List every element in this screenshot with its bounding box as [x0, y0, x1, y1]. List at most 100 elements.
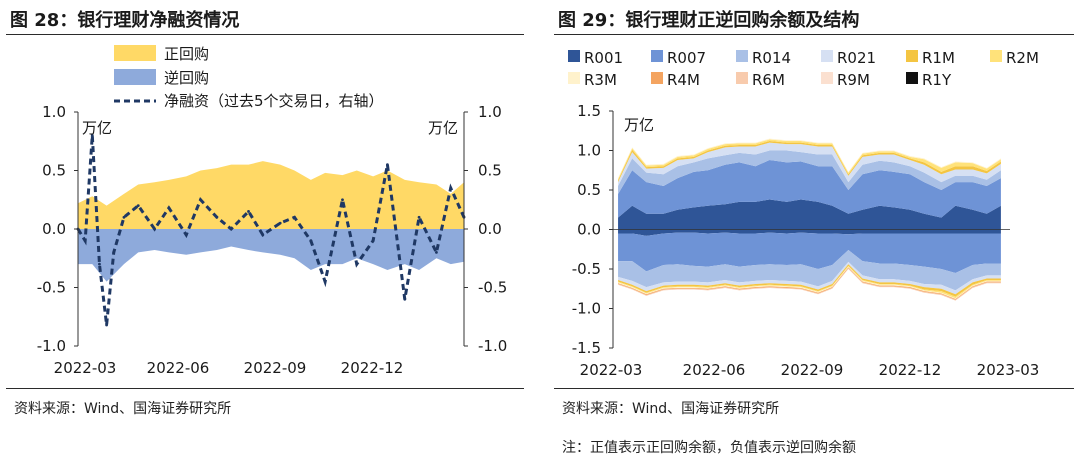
y-tick-label-right: -0.5	[478, 279, 507, 297]
legend-swatch-R014	[736, 50, 748, 62]
net-point	[355, 262, 359, 266]
net-point	[167, 206, 171, 210]
legend-swatch-R1Y	[906, 72, 918, 84]
y-tick-label-left: -0.5	[37, 279, 66, 297]
net-point	[229, 227, 233, 231]
left-source: 资料来源：Wind、国海证券研究所	[14, 401, 232, 417]
y-tick-label-right: -1.0	[478, 337, 507, 355]
net-point	[122, 215, 126, 219]
net-point	[435, 251, 438, 254]
x-tick-label: 2023-03	[977, 361, 1040, 379]
legend-swatch-R021	[821, 50, 833, 62]
net-point	[153, 227, 156, 231]
legend-label-R4M: R4M	[667, 71, 700, 89]
x-tick-label: 2022-03	[54, 359, 117, 377]
net-point	[417, 215, 421, 219]
y-tick-label-right: 0.0	[478, 220, 502, 238]
legend-swatch-R2M	[990, 50, 1002, 62]
net-point	[215, 215, 219, 219]
right-top-rule	[554, 34, 1074, 35]
y-tick-label-left: 0.5	[42, 162, 66, 180]
legend-label-R6M: R6M	[752, 71, 785, 89]
y-tick-label: -1.0	[572, 300, 601, 318]
net-point	[90, 134, 94, 137]
y-tick-label-right: 0.5	[478, 162, 502, 180]
net-point	[386, 163, 389, 167]
left-chart-panel: 图 28：银行理财净融资情况 1.0 0.5 0.0 -0.5 -1.0 1.0 0.5 0.…	[0, 0, 530, 465]
series-reverse-repo-area	[78, 229, 464, 282]
x-tick-label: 2022-09	[244, 359, 307, 377]
net-point	[83, 239, 87, 243]
legend-swatch-R6M	[736, 72, 748, 84]
legend-swatch-R3M	[568, 72, 580, 84]
left-bottom-rule	[6, 388, 524, 389]
right-chart-title: 图 29：银行理财正逆回购余额及结构	[558, 10, 860, 31]
series-area-R007-negative	[618, 232, 1001, 273]
net-point	[199, 198, 202, 202]
legend-label-reverse-repo: 逆回购	[164, 69, 209, 87]
y-tick-label-left: 0.0	[42, 220, 66, 238]
series-area-R007-positive	[618, 159, 1001, 218]
x-tick-label: 2022-03	[580, 361, 643, 379]
legend-swatch-repo	[114, 45, 156, 61]
legend-swatch-R001	[568, 50, 580, 62]
series-area-R001-negative	[618, 229, 1001, 236]
x-tick-label: 2022-09	[781, 361, 844, 379]
x-tick-label: 2022-12	[341, 359, 404, 377]
net-point	[247, 210, 250, 213]
net-point	[403, 297, 407, 301]
x-tick-label: 2022-06	[147, 359, 210, 377]
series-area-R014-negative	[618, 250, 1001, 291]
net-point	[105, 323, 108, 327]
series-net-line	[76, 135, 466, 326]
y-tick-label: 1.0	[577, 142, 601, 160]
right-source: 资料来源：Wind、国海证券研究所	[562, 401, 780, 417]
legend-swatch-R1M	[906, 50, 918, 62]
y-tick-label-right: 1.0	[478, 103, 502, 121]
right-chart-panel: 图 29：银行理财正逆回购余额及结构 1.5 1.0 0.5 0.0 -0.5 -1.0 -…	[548, 0, 1080, 465]
net-point	[341, 198, 344, 202]
right-axis-unit: 万亿	[428, 119, 458, 137]
legend-label-net: 净融资（过去5个交易日，右轴）	[164, 92, 384, 110]
right-note: 注：正值表示正回购余额，负值表示逆回购余额	[562, 440, 856, 456]
legend-label-R001: R001	[584, 49, 623, 67]
series-area-R001-positive	[618, 199, 1001, 230]
right-chart-svg: 1.5 1.0 0.5 0.0 -0.5 -1.0 -1.5 2022-03 2022-06 20…	[568, 49, 1040, 379]
net-point	[371, 239, 375, 243]
series-area-R2M-positive	[618, 139, 1001, 181]
legend-label-R014: R014	[752, 49, 791, 67]
legend-label-R3M: R3M	[584, 71, 617, 89]
legend-swatch-R9M	[821, 72, 833, 84]
y-tick-label: 1.5	[577, 102, 601, 120]
legend-swatch-R007	[651, 50, 663, 62]
series-area-R3M-positive	[618, 138, 1001, 179]
legend-label-R021: R021	[837, 49, 876, 67]
net-point	[98, 262, 101, 266]
x-tick-label: 2022-06	[683, 361, 746, 379]
y-tick-label: 0.5	[577, 181, 601, 199]
y-tick-label-left: 1.0	[42, 103, 66, 121]
legend-label-R9M: R9M	[837, 71, 870, 89]
y-tick-label: -0.5	[572, 260, 601, 278]
legend-swatch-R4M	[651, 72, 663, 84]
net-point	[323, 280, 327, 284]
series-area-R021-positive	[618, 142, 1001, 187]
y-tick-label: 0.0	[577, 221, 601, 239]
legend-label-R1M: R1M	[922, 49, 955, 67]
legend-label-R2M: R2M	[1006, 49, 1039, 67]
x-tick-label: 2022-12	[879, 361, 942, 379]
net-point	[136, 204, 140, 208]
series-repo-area	[78, 161, 464, 229]
y-tick-label-left: -1.0	[37, 337, 66, 355]
right-bottom-rule	[554, 388, 1074, 389]
right-legend: R001 R007 R014 R021 R1M R2M R3M R4M R6M R9M R1Y	[568, 49, 1039, 89]
legend-label-R1Y: R1Y	[922, 71, 952, 89]
legend-label-R007: R007	[667, 49, 706, 67]
series-area-R014-positive	[618, 150, 1001, 194]
net-point	[278, 221, 282, 225]
left-chart-svg: 1.0 0.5 0.0 -0.5 -1.0 1.0 0.5 0.0 -0.5 -1.0 2022-0…	[37, 45, 507, 377]
net-point	[293, 215, 296, 219]
net-point	[309, 239, 313, 243]
net-point	[449, 186, 453, 190]
net-point	[112, 251, 116, 254]
